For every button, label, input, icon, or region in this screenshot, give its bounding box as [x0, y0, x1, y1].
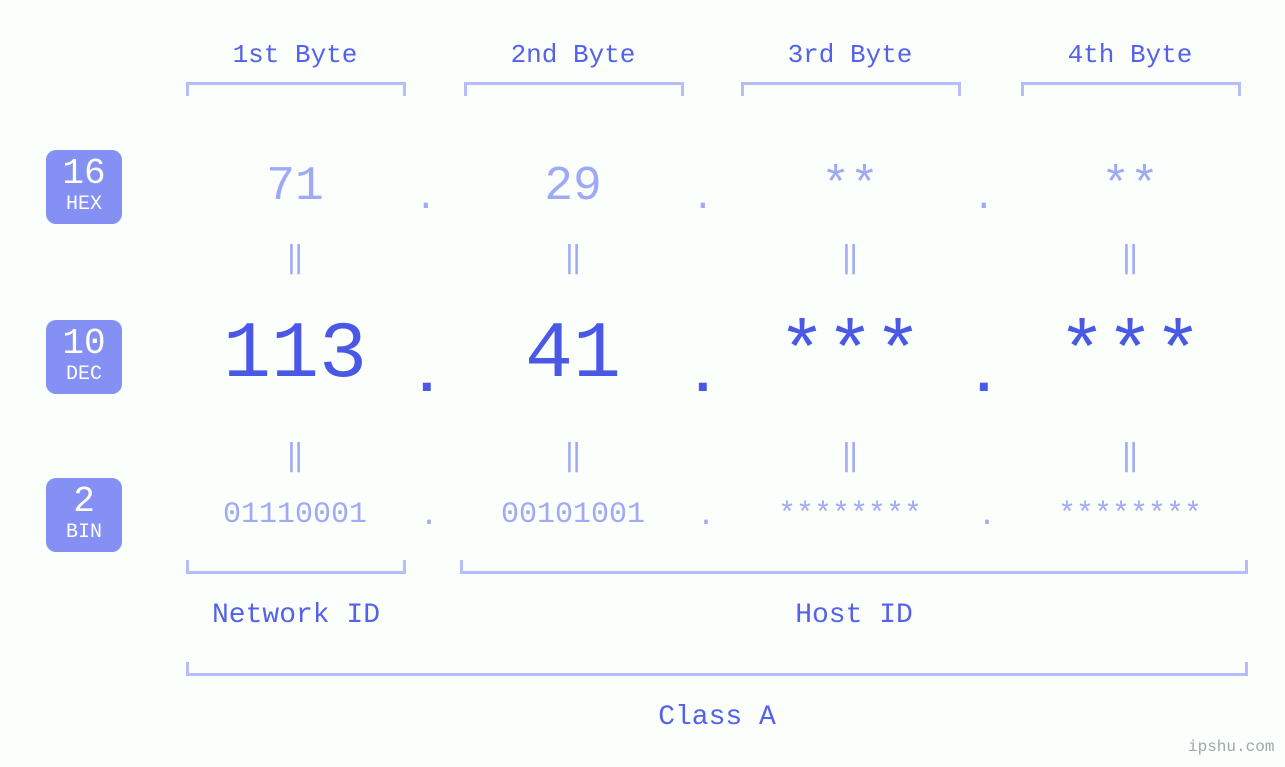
equals-1-2: ‖ [458, 240, 688, 277]
dot-bin-3: . [978, 500, 996, 534]
bin-byte-4: ******** [1005, 498, 1255, 532]
bracket-network-id [186, 560, 406, 574]
equals-1-4: ‖ [1015, 240, 1245, 277]
dec-byte-2: 41 [458, 310, 688, 401]
badge-dec-num: 10 [46, 326, 122, 362]
hex-byte-4: ** [1015, 160, 1245, 214]
dot-bin-2: . [697, 500, 715, 534]
label-network-id: Network ID [186, 600, 406, 631]
dot-dec-2: . [686, 344, 720, 408]
badge-bin-label: BIN [46, 522, 122, 544]
equals-2-3: ‖ [735, 438, 965, 475]
dot-dec-1: . [410, 344, 444, 408]
bin-byte-1: 01110001 [170, 498, 420, 532]
ip-diagram: 1st Byte 2nd Byte 3rd Byte 4th Byte 16 H… [0, 0, 1285, 767]
bracket-host-id [460, 560, 1248, 574]
label-host-id: Host ID [460, 600, 1248, 631]
bracket-byte-2 [464, 82, 684, 96]
bracket-class [186, 662, 1248, 676]
bracket-byte-1 [186, 82, 406, 96]
dec-byte-3: *** [735, 310, 965, 401]
bin-byte-2: 00101001 [448, 498, 698, 532]
equals-1-1: ‖ [180, 240, 410, 277]
equals-1-3: ‖ [735, 240, 965, 277]
dot-hex-2: . [692, 178, 714, 219]
badge-bin-num: 2 [46, 484, 122, 520]
dec-byte-4: *** [1015, 310, 1245, 401]
hex-byte-3: ** [735, 160, 965, 214]
equals-2-1: ‖ [180, 438, 410, 475]
bracket-byte-4 [1021, 82, 1241, 96]
badge-bin: 2 BIN [46, 478, 122, 552]
dec-byte-1: 113 [180, 310, 410, 401]
badge-hex: 16 HEX [46, 150, 122, 224]
dot-bin-1: . [420, 500, 438, 534]
badge-dec-label: DEC [46, 364, 122, 386]
dot-hex-3: . [973, 178, 995, 219]
badge-hex-label: HEX [46, 194, 122, 216]
badge-hex-num: 16 [46, 156, 122, 192]
byte-header-1: 1st Byte [180, 40, 410, 70]
dot-dec-3: . [967, 344, 1001, 408]
label-class: Class A [186, 702, 1248, 733]
bin-byte-3: ******** [725, 498, 975, 532]
watermark: ipshu.com [1188, 738, 1274, 756]
byte-header-2: 2nd Byte [458, 40, 688, 70]
equals-2-2: ‖ [458, 438, 688, 475]
byte-header-4: 4th Byte [1015, 40, 1245, 70]
equals-2-4: ‖ [1015, 438, 1245, 475]
byte-header-3: 3rd Byte [735, 40, 965, 70]
bracket-byte-3 [741, 82, 961, 96]
badge-dec: 10 DEC [46, 320, 122, 394]
hex-byte-1: 71 [180, 160, 410, 214]
dot-hex-1: . [415, 178, 437, 219]
hex-byte-2: 29 [458, 160, 688, 214]
